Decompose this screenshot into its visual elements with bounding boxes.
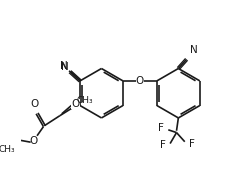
Text: F: F	[158, 123, 164, 133]
Text: CH₃: CH₃	[76, 96, 93, 105]
Text: O: O	[30, 99, 39, 109]
Text: F: F	[160, 140, 165, 150]
Text: O: O	[29, 136, 38, 146]
Text: CH₃: CH₃	[0, 145, 15, 154]
Text: F: F	[189, 138, 195, 149]
Text: N: N	[61, 62, 68, 72]
Text: O: O	[71, 99, 80, 109]
Text: N: N	[190, 45, 198, 55]
Text: N: N	[60, 61, 67, 71]
Text: O: O	[136, 76, 144, 86]
